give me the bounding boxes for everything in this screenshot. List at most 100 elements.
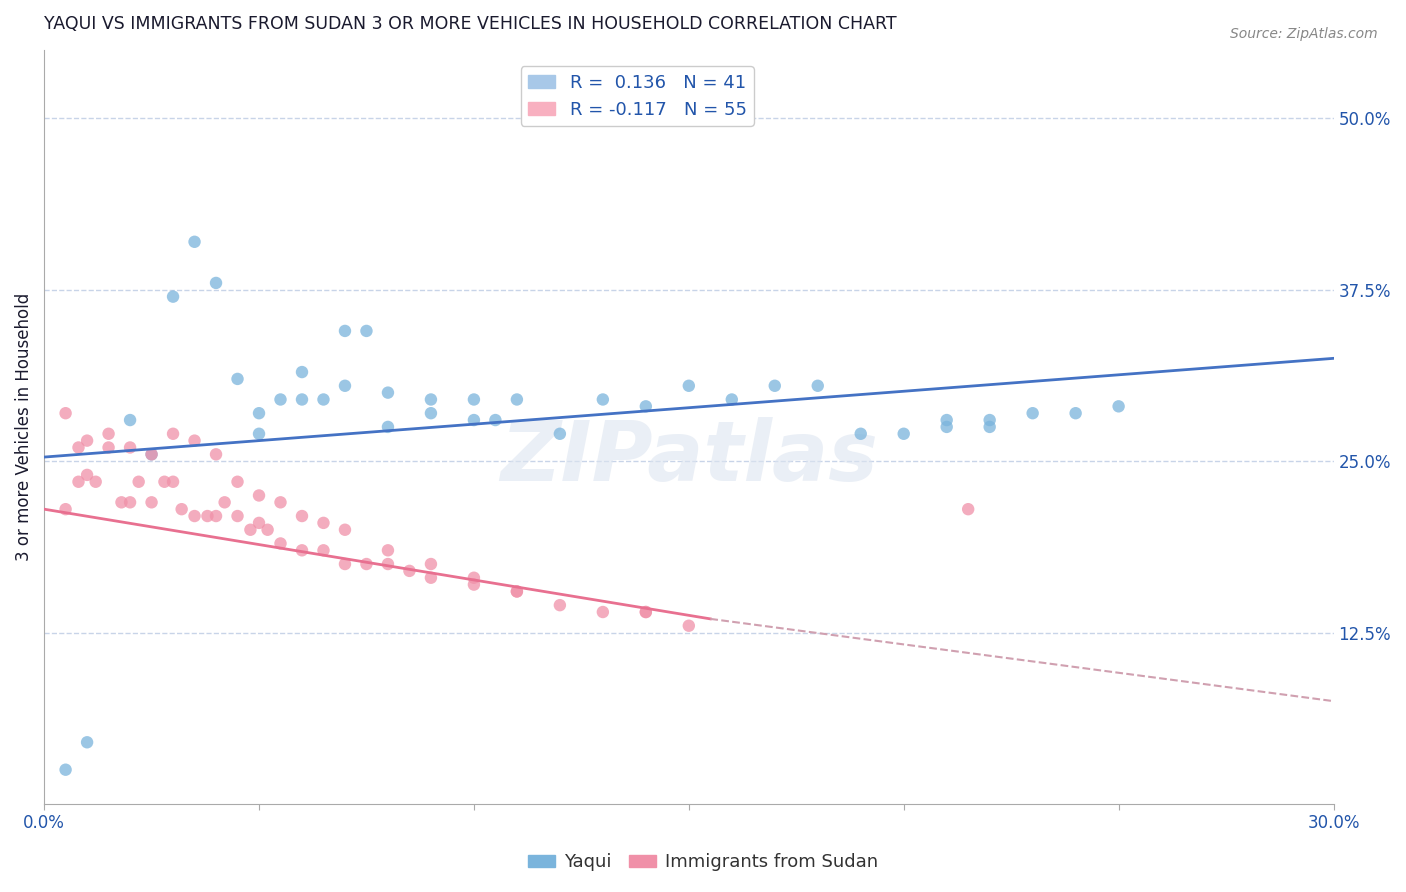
Point bbox=[979, 413, 1001, 427]
Point bbox=[291, 392, 314, 407]
Point bbox=[356, 557, 378, 571]
Text: Source: ZipAtlas.com: Source: ZipAtlas.com bbox=[1230, 27, 1378, 41]
Point bbox=[226, 372, 249, 386]
Point bbox=[291, 509, 314, 524]
Point bbox=[270, 536, 292, 550]
Point bbox=[84, 475, 107, 489]
Point bbox=[419, 392, 441, 407]
Point bbox=[76, 735, 98, 749]
Point bbox=[226, 509, 249, 524]
Point bbox=[247, 488, 270, 502]
Point bbox=[239, 523, 262, 537]
Point bbox=[141, 495, 163, 509]
Point bbox=[247, 426, 270, 441]
Point bbox=[720, 392, 742, 407]
Point bbox=[110, 495, 132, 509]
Point bbox=[291, 365, 314, 379]
Point bbox=[312, 516, 335, 530]
Point bbox=[333, 523, 356, 537]
Legend: R =  0.136   N = 41, R = -0.117   N = 55: R = 0.136 N = 41, R = -0.117 N = 55 bbox=[520, 66, 754, 126]
Point bbox=[162, 426, 184, 441]
Point bbox=[162, 290, 184, 304]
Point bbox=[120, 441, 142, 455]
Point bbox=[678, 618, 700, 632]
Point bbox=[634, 400, 657, 414]
Point bbox=[183, 434, 205, 448]
Point bbox=[356, 324, 378, 338]
Point bbox=[183, 235, 205, 249]
Point bbox=[592, 392, 614, 407]
Y-axis label: 3 or more Vehicles in Household: 3 or more Vehicles in Household bbox=[15, 293, 32, 561]
Point bbox=[1108, 400, 1130, 414]
Point bbox=[333, 378, 356, 392]
Point bbox=[893, 426, 915, 441]
Point bbox=[205, 447, 228, 461]
Point bbox=[162, 475, 184, 489]
Point bbox=[548, 426, 571, 441]
Point bbox=[97, 441, 120, 455]
Point bbox=[226, 475, 249, 489]
Point bbox=[247, 406, 270, 420]
Point bbox=[256, 523, 278, 537]
Point bbox=[548, 598, 571, 612]
Point bbox=[76, 434, 98, 448]
Point bbox=[312, 392, 335, 407]
Point bbox=[153, 475, 176, 489]
Point bbox=[377, 543, 399, 558]
Point bbox=[1064, 406, 1087, 420]
Point bbox=[398, 564, 420, 578]
Point bbox=[197, 509, 219, 524]
Point bbox=[419, 406, 441, 420]
Legend: Yaqui, Immigrants from Sudan: Yaqui, Immigrants from Sudan bbox=[520, 847, 886, 879]
Point bbox=[484, 413, 506, 427]
Point bbox=[807, 378, 830, 392]
Point bbox=[270, 495, 292, 509]
Point bbox=[377, 420, 399, 434]
Point bbox=[634, 605, 657, 619]
Point bbox=[957, 502, 980, 516]
Point bbox=[55, 502, 77, 516]
Point bbox=[377, 385, 399, 400]
Point bbox=[55, 406, 77, 420]
Point bbox=[67, 475, 90, 489]
Point bbox=[67, 441, 90, 455]
Point bbox=[120, 413, 142, 427]
Point bbox=[592, 605, 614, 619]
Text: YAQUI VS IMMIGRANTS FROM SUDAN 3 OR MORE VEHICLES IN HOUSEHOLD CORRELATION CHART: YAQUI VS IMMIGRANTS FROM SUDAN 3 OR MORE… bbox=[44, 15, 897, 33]
Point bbox=[55, 763, 77, 777]
Point bbox=[205, 276, 228, 290]
Text: ZIPatlas: ZIPatlas bbox=[501, 417, 877, 498]
Point bbox=[763, 378, 786, 392]
Point bbox=[214, 495, 236, 509]
Point bbox=[377, 557, 399, 571]
Point bbox=[141, 447, 163, 461]
Point bbox=[506, 584, 529, 599]
Point bbox=[120, 495, 142, 509]
Point bbox=[170, 502, 193, 516]
Point bbox=[979, 420, 1001, 434]
Point bbox=[333, 557, 356, 571]
Point bbox=[1021, 406, 1043, 420]
Point bbox=[463, 413, 485, 427]
Point bbox=[849, 426, 872, 441]
Point bbox=[419, 557, 441, 571]
Point bbox=[419, 571, 441, 585]
Point bbox=[291, 543, 314, 558]
Point bbox=[97, 426, 120, 441]
Point bbox=[506, 392, 529, 407]
Point bbox=[247, 516, 270, 530]
Point bbox=[333, 324, 356, 338]
Point bbox=[76, 467, 98, 482]
Point bbox=[935, 420, 957, 434]
Point bbox=[205, 509, 228, 524]
Point bbox=[312, 543, 335, 558]
Point bbox=[141, 447, 163, 461]
Point bbox=[634, 605, 657, 619]
Point bbox=[270, 392, 292, 407]
Point bbox=[678, 378, 700, 392]
Point bbox=[183, 509, 205, 524]
Point bbox=[463, 571, 485, 585]
Point bbox=[463, 392, 485, 407]
Point bbox=[463, 577, 485, 591]
Point bbox=[128, 475, 150, 489]
